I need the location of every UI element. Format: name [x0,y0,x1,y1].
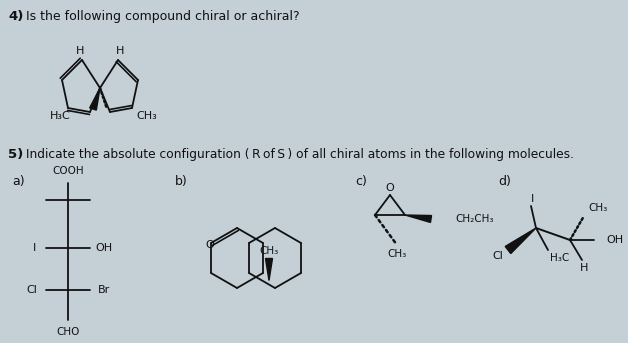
Text: COOH: COOH [52,166,84,176]
Text: CH₂CH₃: CH₂CH₃ [455,214,494,224]
Text: Indicate the absolute configuration ( R of S ) of all chiral atoms in the follow: Indicate the absolute configuration ( R … [22,148,574,161]
Text: H₃C: H₃C [50,111,71,121]
Text: Cl: Cl [26,285,38,295]
Text: I: I [33,243,36,253]
Text: c): c) [355,175,367,188]
Text: CH₃: CH₃ [387,249,406,259]
Text: H: H [76,46,84,56]
Text: O: O [205,240,214,250]
Polygon shape [505,228,536,253]
Text: 5): 5) [8,148,23,161]
Text: a): a) [12,175,24,188]
Polygon shape [266,259,273,281]
Text: H: H [116,46,124,56]
Text: CH₃: CH₃ [259,246,279,256]
Text: 4): 4) [8,10,23,23]
Text: d): d) [498,175,511,188]
Text: OH: OH [95,243,112,253]
Text: O: O [386,183,394,193]
Text: I: I [531,194,534,204]
Text: Br: Br [98,285,110,295]
Text: H₃C: H₃C [550,253,569,263]
Text: CH₃: CH₃ [588,203,607,213]
Text: Cl: Cl [492,251,504,261]
Polygon shape [405,215,431,223]
Text: CHO: CHO [57,327,80,337]
Text: b): b) [175,175,188,188]
Text: CH₃: CH₃ [136,111,157,121]
Polygon shape [90,88,100,110]
Text: H: H [580,263,588,273]
Text: Is the following compound chiral or achiral?: Is the following compound chiral or achi… [22,10,300,23]
Text: OH: OH [606,235,623,245]
